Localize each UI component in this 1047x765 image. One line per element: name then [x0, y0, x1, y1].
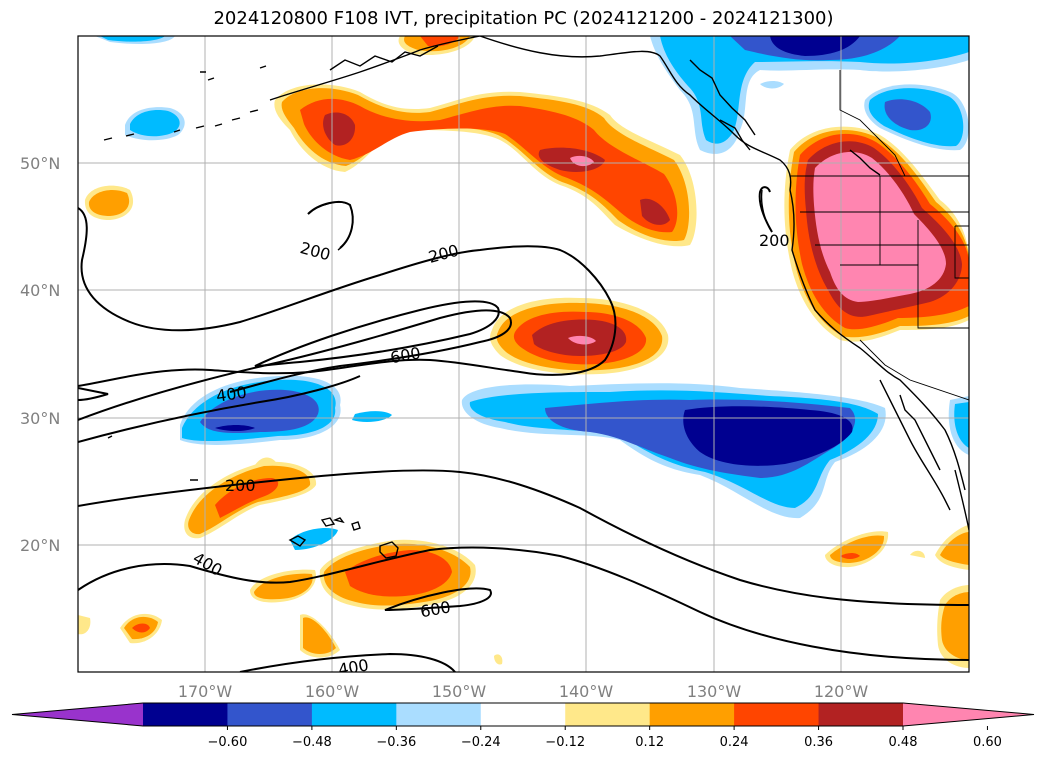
colorbar-bin: [396, 703, 482, 726]
contour-label-200: 200: [225, 476, 256, 495]
contour-label-400: 400: [215, 383, 248, 406]
colorbar-tick-label: −0.24: [461, 735, 501, 750]
contour-600: [254, 300, 500, 367]
lon-label: 160°W: [305, 682, 360, 701]
contour-200-outer: [78, 207, 617, 387]
lon-label: 130°W: [687, 682, 742, 701]
colorbar-extend-max: [903, 703, 1034, 726]
colorbar-tick-label: −0.48: [292, 735, 332, 750]
contour-label-400: 400: [337, 655, 370, 679]
colorbar-tick-label: −0.36: [376, 735, 416, 750]
negative-anomaly-regions: [95, 36, 969, 550]
pos-band-50n-red: [300, 98, 678, 233]
colorbar-bin: [565, 703, 651, 726]
gridlines: [78, 36, 969, 672]
positive-anomaly-regions: [78, 36, 969, 668]
colorbar-tick-label: 0.48: [889, 735, 918, 750]
lon-label: 140°W: [559, 682, 614, 701]
lat-label: 20°N: [20, 536, 60, 555]
colorbar-tick-label: 0.12: [635, 735, 664, 750]
contour-600-lower: [384, 587, 492, 611]
map-frame: [77, 35, 970, 673]
contour-200-loop: [307, 201, 354, 249]
contour-400-bottom: [239, 652, 456, 672]
ivt-contours: [78, 186, 969, 672]
colorbar-outline: [11, 702, 1035, 727]
colorbar-tick-label: 0.24: [720, 735, 749, 750]
colorbar-extend-min: [12, 703, 143, 726]
lon-label: 170°W: [178, 682, 233, 701]
colorbar-tick-label: −0.60: [208, 735, 248, 750]
lat-label: 50°N: [20, 154, 60, 173]
latitude-labels: 50°N 40°N 30°N 20°N: [20, 154, 60, 555]
colorbar-bin: [734, 703, 820, 726]
colorbar-bin: [649, 703, 735, 726]
colorbar-tick-label: −0.12: [545, 735, 585, 750]
lon-label: 150°W: [432, 682, 487, 701]
contour-200-mid: [78, 469, 969, 606]
contour-200-coast: [758, 186, 773, 233]
map-area: 200 200 200 200 400 400 400 600 600: [78, 36, 969, 679]
colorbar-bin: [311, 703, 397, 726]
colorbar-bin: [480, 703, 566, 726]
neg-band-30n-dark: [683, 406, 853, 466]
contour-label-200: 200: [759, 231, 790, 250]
colorbar: −0.60 −0.48 −0.36 −0.24 −0.12 0.12 0.24 0.36 0.4…: [11, 702, 1035, 750]
contour-400-lower: [78, 546, 969, 661]
lat-label: 30°N: [20, 409, 60, 428]
map-title: 2024120800 F108 IVT, precipitation PC (2…: [213, 8, 834, 29]
lon-label: 120°W: [814, 682, 869, 701]
lat-label: 40°N: [20, 281, 60, 300]
colorbar-bin: [818, 703, 904, 726]
colorbar-tick-label: 0.60: [973, 735, 1002, 750]
contour-400: [78, 309, 512, 421]
colorbar-bin: [227, 703, 313, 726]
colorbar-bin: [143, 703, 228, 726]
borders: [790, 70, 969, 401]
colorbar-tick-label: 0.36: [804, 735, 833, 750]
longitude-labels: 170°W 160°W 150°W 140°W 130°W 120°W: [178, 682, 869, 701]
